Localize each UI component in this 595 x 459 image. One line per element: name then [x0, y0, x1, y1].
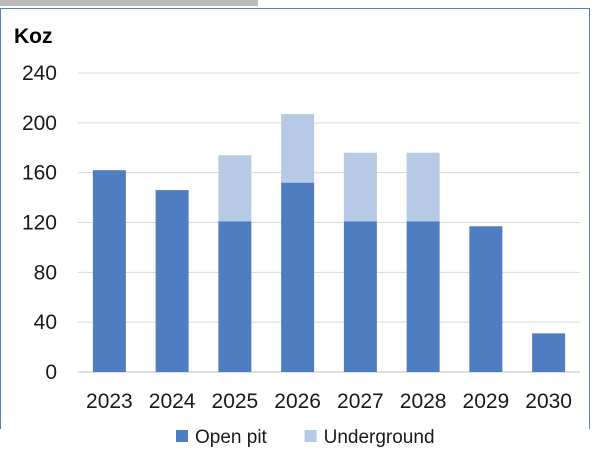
x-tick-label: 2027 — [337, 390, 384, 413]
y-tick-labels: 0 40 80 120 160 200 240 — [22, 62, 57, 384]
bar-open-pit-2024 — [156, 190, 189, 372]
y-tick-label: 0 — [45, 361, 57, 384]
bar-underground-2028 — [407, 153, 440, 222]
bar-underground-2027 — [344, 153, 377, 222]
y-tick-label: 240 — [22, 62, 57, 85]
x-tick-label: 2023 — [86, 390, 133, 413]
y-tick-label: 160 — [22, 162, 57, 185]
y-tick-label: 40 — [34, 311, 57, 334]
bar-open-pit-2023 — [93, 170, 126, 372]
bar-open-pit-2026 — [281, 183, 314, 372]
x-tick-label: 2024 — [149, 390, 196, 413]
bar-underground-2026 — [281, 114, 314, 183]
bar-open-pit-2030 — [532, 333, 565, 372]
y-tick-label: 120 — [22, 212, 57, 235]
x-tick-label: 2029 — [463, 390, 510, 413]
x-tick-label: 2025 — [212, 390, 259, 413]
gridlines — [78, 73, 580, 372]
y-tick-label: 80 — [34, 261, 57, 284]
legend-swatch-open-pit — [176, 430, 188, 442]
legend-label: Underground — [324, 427, 435, 448]
bar-open-pit-2027 — [344, 221, 377, 372]
bar-open-pit-2029 — [469, 226, 502, 372]
legend: Open pit Underground — [176, 427, 435, 448]
x-tick-label: 2030 — [525, 390, 572, 413]
x-tick-label: 2026 — [274, 390, 321, 413]
bars — [93, 114, 565, 372]
y-axis-label: Koz — [14, 25, 53, 48]
bar-open-pit-2025 — [218, 221, 251, 372]
y-tick-label: 200 — [22, 112, 57, 135]
x-tick-label: 2028 — [400, 390, 447, 413]
x-tick-labels: 2023 2024 2025 2026 2027 2028 2029 2030 — [86, 390, 572, 413]
legend-swatch-underground — [305, 430, 317, 442]
legend-label: Open pit — [195, 427, 268, 448]
bar-underground-2025 — [218, 155, 251, 221]
bar-open-pit-2028 — [407, 221, 440, 372]
